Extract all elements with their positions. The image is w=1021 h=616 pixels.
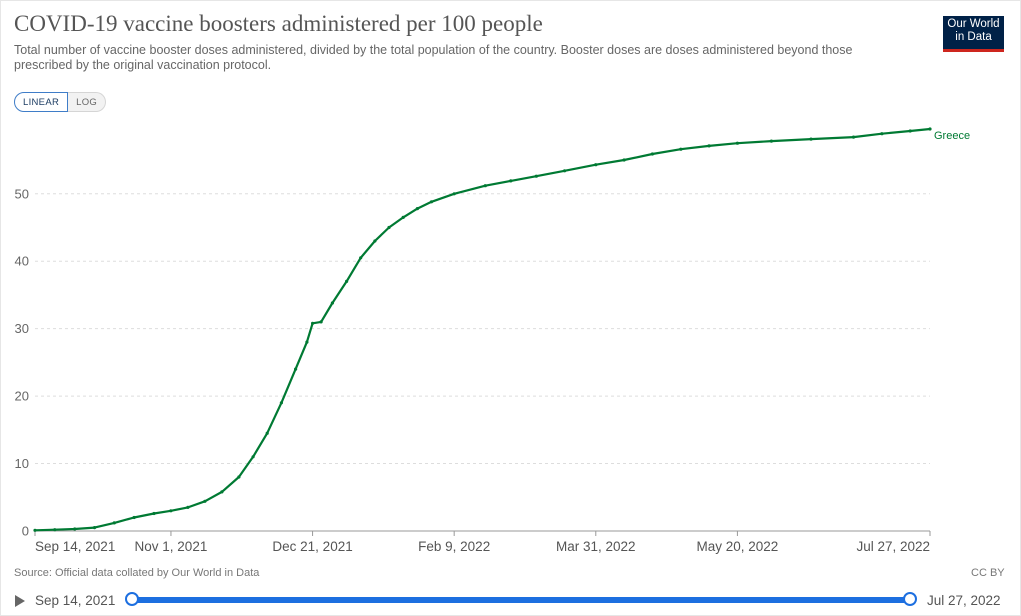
data-point: [880, 132, 884, 136]
x-tick-label: Dec 21, 2021: [272, 539, 352, 554]
data-point: [112, 521, 116, 525]
linear-scale-button[interactable]: LINEAR: [14, 92, 69, 112]
data-point: [169, 509, 173, 513]
data-point: [33, 528, 37, 532]
source-note[interactable]: Source: Official data collated by Our Wo…: [14, 567, 260, 579]
x-tick-label: May 20, 2022: [696, 539, 778, 554]
data-point: [928, 127, 932, 131]
data-point: [851, 135, 856, 139]
data-point: [359, 256, 363, 260]
data-point: [401, 215, 405, 219]
data-point: [373, 239, 377, 243]
data-point: [622, 158, 626, 162]
data-point: [73, 527, 77, 531]
data-point: [509, 179, 513, 183]
data-point: [415, 207, 419, 211]
x-tick-label: Jul 27, 2022: [856, 539, 930, 554]
logo-line-1: Our World: [947, 18, 1000, 30]
y-tick-label: 10: [15, 456, 29, 471]
data-point: [534, 174, 538, 178]
series-line-greece: [34, 127, 931, 532]
data-point: [735, 141, 740, 145]
data-point: [345, 279, 349, 283]
x-tick-label: Nov 1, 2021: [135, 539, 208, 554]
y-tick-label: 20: [15, 389, 29, 404]
license-link[interactable]: CC BY: [971, 567, 1005, 579]
x-tick-label: Sep 14, 2021: [35, 539, 115, 554]
data-point: [483, 184, 487, 188]
data-point: [452, 192, 456, 196]
data-point: [769, 139, 774, 143]
data-point: [251, 455, 255, 459]
y-tick-label: 40: [15, 254, 29, 269]
data-point: [311, 321, 315, 325]
y-tick-label: 50: [15, 186, 29, 201]
data-point: [387, 225, 391, 230]
data-point: [594, 163, 598, 167]
y-tick-label: 0: [22, 524, 29, 539]
data-point: [809, 137, 813, 141]
log-scale-button[interactable]: LOG: [68, 92, 107, 112]
data-point: [305, 340, 309, 344]
data-point: [186, 505, 190, 509]
play-icon[interactable]: [15, 595, 25, 607]
data-point: [152, 511, 156, 516]
data-point: [92, 526, 97, 530]
data-point: [220, 490, 224, 494]
data-point: [294, 367, 298, 371]
data-point: [650, 152, 655, 156]
timeline-start-label: Sep 14, 2021: [35, 593, 116, 608]
timeline-start-handle[interactable]: [125, 592, 139, 606]
data-point: [679, 147, 683, 151]
data-point: [132, 515, 136, 520]
timeline: Sep 14, 2021 Jul 27, 2022: [0, 588, 1021, 614]
timeline-end-handle[interactable]: [903, 592, 917, 606]
data-point: [707, 144, 711, 148]
data-point: [237, 475, 241, 479]
x-tick-label: Mar 31, 2022: [556, 539, 636, 554]
data-point: [429, 200, 434, 204]
data-point: [265, 431, 269, 435]
series-label-greece: Greece: [934, 130, 970, 142]
data-point: [330, 301, 334, 305]
y-tick-label: 30: [15, 321, 29, 336]
data-point: [319, 320, 323, 324]
data-point: [563, 169, 567, 173]
chart-subtitle: Total number of vaccine booster doses ad…: [14, 43, 853, 72]
logo-line-2: in Data: [955, 31, 992, 43]
chart-title: COVID-19 vaccine boosters administered p…: [14, 11, 543, 36]
timeline-track[interactable]: [131, 597, 910, 603]
data-point: [203, 499, 207, 503]
timeline-end-label: Jul 27, 2022: [927, 593, 1001, 608]
scale-toggle: LINEAR LOG: [14, 92, 107, 112]
data-point: [53, 528, 57, 532]
data-point: [908, 129, 912, 133]
data-point: [279, 401, 283, 405]
owid-logo[interactable]: Our World in Data: [943, 16, 1004, 52]
x-tick-label: Feb 9, 2022: [418, 539, 490, 554]
